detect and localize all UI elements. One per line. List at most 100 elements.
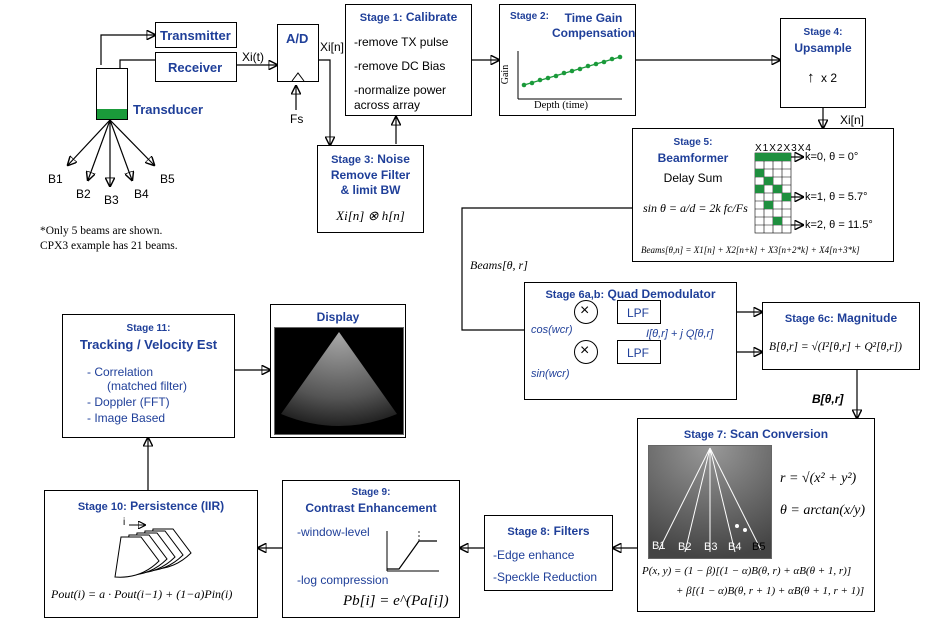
cos-label: cos(wcr): [531, 324, 573, 336]
signal-xi-n: Xi[n]: [320, 40, 345, 54]
stage8-name: Filters: [553, 524, 590, 538]
s7-beam-1: B1: [652, 540, 666, 552]
sin-label: sin(wcr): [531, 368, 570, 380]
stage9-formula: Pb[i] = e^(Pa[i]): [343, 593, 449, 609]
stage7-label: Stage 7:: [683, 429, 727, 441]
theta-formula: θ = arctan(x/y): [780, 503, 865, 518]
receiver-label: Receiver: [168, 60, 223, 75]
stage3-label: Stage 3:: [331, 154, 374, 166]
p-formula-1: P(x, y) = (1 − β)[(1 − α)B(θ, r) + αB(θ …: [642, 565, 852, 577]
scan-conversion-image: [648, 445, 772, 559]
stage6c-formula: B[θ,r] = √(I²[θ,r] + Q²[θ,r]): [769, 341, 902, 353]
stage11-item-3: - Doppler (FFT): [87, 395, 170, 409]
display-box: Display: [270, 304, 406, 438]
stage5-grid-header: X1X2X3X4: [755, 143, 812, 154]
stage1-item-2: -remove DC Bias: [354, 59, 446, 73]
stage8-item-1: -Edge enhance: [493, 548, 575, 562]
k0-label: k=0, θ = 0°: [805, 151, 859, 163]
stage4-name: Upsample: [794, 41, 852, 55]
signal-xi-t: Xi(t): [242, 50, 264, 64]
transmitter-box: Transmitter: [155, 22, 237, 48]
stage11-item-1: - Correlation: [87, 365, 154, 379]
stage8-item-2: -Speckle Reduction: [493, 570, 598, 584]
gain-curve-plot: [517, 51, 623, 100]
beam-label-5: B5: [160, 172, 175, 186]
stage6c-name: Magnitude: [837, 311, 898, 325]
stage10-formula: Pout(i) = a · Pout(i−1) + (1−a)Pin(i): [51, 587, 233, 601]
stage5-name: Beamformer: [657, 151, 729, 165]
stage7-name: Scan Conversion: [730, 427, 829, 441]
display-image: [274, 327, 404, 435]
clock-icon: [291, 72, 305, 82]
stage1-item-4: across array: [354, 98, 421, 112]
lpf-q-label: LPF: [627, 346, 650, 360]
stage2-label: Stage 2:: [510, 11, 549, 22]
beam-label-2: B2: [76, 187, 91, 201]
stage1-name: Calibrate: [405, 10, 458, 24]
s7-beam-5: B5: [752, 541, 766, 553]
stage11-name: Tracking / Velocity Est: [79, 337, 218, 352]
transmitter-label: Transmitter: [160, 28, 231, 43]
beam-label-4: B4: [134, 187, 149, 201]
iq-label: I[θ,r] + j Q[θ,r]: [646, 328, 714, 340]
s7-beam-2: B2: [678, 541, 692, 553]
stage10-i: i: [123, 517, 126, 528]
stage3-name-1: Noise: [377, 152, 410, 166]
stage8-label: Stage 8:: [507, 526, 551, 538]
stage5-formula: sin θ = a/d = 2k fc/Fs: [643, 201, 748, 215]
signal-xi-n-upsampled: Xi[n]: [840, 113, 865, 127]
beam-label-1: B1: [48, 172, 63, 186]
stage11-item-2: (matched filter): [107, 379, 188, 393]
ad-converter-box: A/D: [277, 24, 319, 82]
stage7-box: Stage 7: Scan Conversion B1 B2 B3 B4 B5 …: [637, 418, 875, 612]
stage3-name-3: & limit BW: [340, 183, 401, 197]
stage6c-box: Stage 6c: Magnitude B[θ,r] = √(I²[θ,r] +…: [762, 302, 920, 370]
delay-grid: [754, 129, 895, 234]
stage2-name: Time Gain Compensation: [552, 11, 636, 40]
k1-label: k=1, θ = 5.7°: [805, 191, 868, 203]
stage9-item-2: -log compression: [297, 573, 389, 587]
window-level-curve: [386, 531, 439, 572]
stage4-box: Stage 4: Upsample ↑ x 2: [780, 18, 866, 108]
stage6c-label: Stage 6c:: [784, 313, 834, 325]
stage10-label: Stage 10:: [77, 501, 127, 513]
s7-beam-3: B3: [704, 541, 718, 553]
stage2-xlabel: Depth (time): [534, 100, 588, 111]
stage11-item-4: - Image Based: [87, 411, 166, 425]
stage9-box: Stage 9: Contrast Enhancement -window-le…: [282, 480, 460, 618]
stage5-sub: Delay Sum: [663, 171, 723, 185]
stage4-label: Stage 4:: [803, 27, 843, 38]
beam-note-1: *Only 5 beams are shown.: [40, 225, 163, 237]
transducer-label: Transducer: [133, 102, 204, 117]
beams-signal: Beams[θ, r]: [470, 258, 528, 272]
stage9-label: Stage 9:: [351, 487, 391, 498]
k2-label: k=2, θ = 11.5°: [805, 219, 873, 231]
stage5-box: Stage 5: Beamformer Delay Sum sin θ = a/…: [632, 128, 894, 262]
ad-label: A/D: [286, 31, 309, 46]
stage1-box: Stage 1: Calibrate -remove TX pulse -rem…: [345, 4, 472, 116]
mixer-q-icon: ×: [574, 340, 598, 364]
stage1-label: Stage 1:: [359, 12, 403, 24]
stage2-box: Stage 2: Time Gain Compensation Gain Dep…: [499, 4, 636, 116]
lpf-i-label: LPF: [627, 306, 650, 320]
transducer-elements: [97, 109, 127, 119]
fs-label: Fs: [290, 112, 304, 126]
stage3-formula: Xi[n] ⊗ h[n]: [336, 208, 405, 223]
stage11-box: Stage 11: Tracking / Velocity Est - Corr…: [62, 314, 235, 438]
stage3-name-2: Remove Filter: [330, 168, 411, 182]
stage3-box: Stage 3: Noise Remove Filter & limit BW …: [317, 145, 424, 233]
lpf-q-box: LPF: [617, 340, 661, 364]
s7-beam-4: B4: [728, 541, 742, 553]
stage8-box: Stage 8: Filters -Edge enhance -Speckle …: [484, 515, 613, 591]
beam-note-2: CPX3 example has 21 beams.: [40, 240, 178, 252]
stage2-ylabel: Gain: [500, 64, 512, 85]
transducer-block: [96, 68, 128, 120]
persistence-frames-icon: [114, 491, 192, 578]
r-formula: r = √(x² + y²): [780, 471, 857, 486]
receiver-box: Receiver: [155, 52, 237, 82]
stage6ab-label: Stage 6a,b:: [545, 289, 605, 301]
stage1-item-1: -remove TX pulse: [354, 35, 449, 49]
stage4-factor: x 2: [821, 71, 838, 85]
stage9-item-1: -window-level: [297, 525, 370, 539]
